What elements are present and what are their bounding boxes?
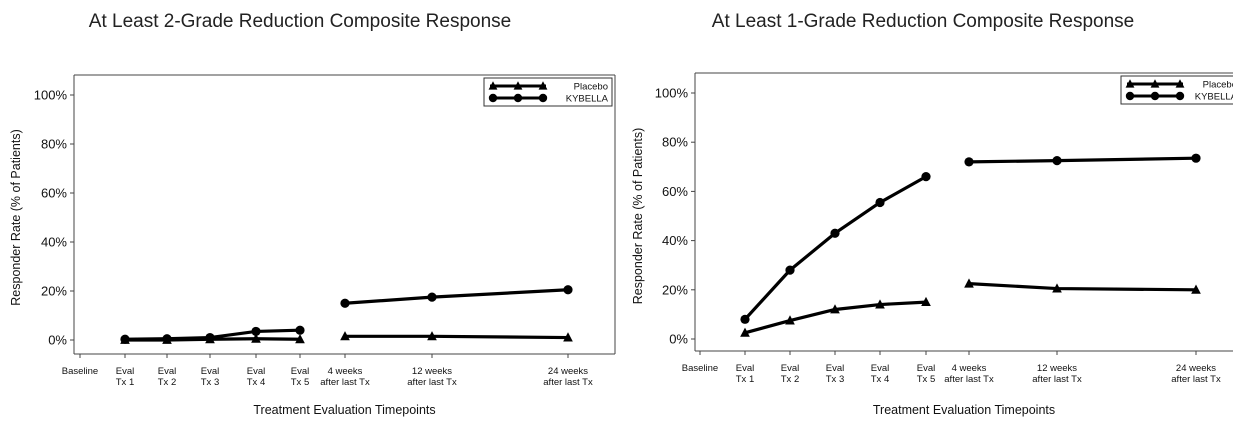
data-point-kybella xyxy=(740,314,750,324)
legend-marker xyxy=(1175,91,1185,101)
data-point-placebo xyxy=(251,333,261,343)
legend-marker xyxy=(488,93,498,103)
data-point-kybella xyxy=(340,298,350,308)
chart-panel-2-grade: At Least 2-Grade Reduction Composite Res… xyxy=(9,11,616,417)
x-tick-label: 12 weeks after last Tx xyxy=(407,366,457,388)
chart-title: At Least 1-Grade Reduction Composite Res… xyxy=(712,11,1134,32)
y-tick-label: 60% xyxy=(662,184,688,199)
data-point-kybella xyxy=(785,265,795,275)
x-tick-label: 12 weeks after last Tx xyxy=(1032,363,1082,385)
y-axis-title: Responder Rate (% of Patients) xyxy=(9,129,23,305)
x-tick-label: Eval Tx 4 xyxy=(247,366,265,388)
x-tick-label: Eval Tx 2 xyxy=(158,366,176,388)
x-tick-label: Eval Tx 5 xyxy=(291,366,309,388)
legend-box xyxy=(483,77,613,107)
x-tick-label: 4 weeks after last Tx xyxy=(320,366,370,388)
data-point-kybella xyxy=(120,334,130,344)
series-line-placebo xyxy=(345,334,569,340)
y-tick-label: 0% xyxy=(669,332,688,347)
series-line-kybella xyxy=(968,156,1197,164)
y-tick-label: 40% xyxy=(662,233,688,248)
y-tick-label: 40% xyxy=(41,235,67,250)
y-tick-label: 20% xyxy=(41,284,67,299)
data-point-placebo xyxy=(921,296,931,307)
data-point-placebo xyxy=(875,299,885,309)
data-point-kybella xyxy=(1052,156,1062,166)
data-point-kybella xyxy=(830,228,840,238)
data-point-kybella xyxy=(295,325,305,335)
x-axis-title: Treatment Evaluation Timepoints xyxy=(253,403,435,417)
data-point-placebo xyxy=(785,315,795,325)
legend-marker xyxy=(538,93,548,103)
legend-label: KYBELLA xyxy=(1195,92,1233,103)
x-tick-label: 24 weeks after last Tx xyxy=(1171,363,1221,385)
x-tick-label: Eval Tx 1 xyxy=(736,363,754,385)
x-axis-title: Treatment Evaluation Timepoints xyxy=(873,403,1055,417)
legend-marker xyxy=(538,81,548,90)
data-point-placebo xyxy=(295,334,305,344)
legend-marker xyxy=(513,93,523,103)
legend-marker xyxy=(1175,79,1185,88)
data-point-placebo xyxy=(427,331,437,341)
series-line-kybella xyxy=(344,288,569,305)
legend-label: Placebo xyxy=(1203,80,1233,91)
y-tick-label: 20% xyxy=(662,282,688,297)
legend-label: Placebo xyxy=(574,82,608,93)
legend-marker xyxy=(1150,79,1160,88)
data-point-placebo xyxy=(740,327,750,337)
data-point-kybella xyxy=(875,197,885,208)
y-tick-label: 100% xyxy=(655,86,689,101)
data-point-placebo xyxy=(830,304,840,314)
data-point-kybella xyxy=(205,332,215,343)
x-tick-label: Eval Tx 2 xyxy=(781,363,799,385)
legend-marker xyxy=(1125,79,1135,88)
data-point-kybella xyxy=(427,292,437,302)
y-tick-label: 80% xyxy=(662,135,688,150)
x-tick-label: Eval Tx 1 xyxy=(116,366,134,388)
y-tick-label: 60% xyxy=(41,186,67,201)
y-axis-title: Responder Rate (% of Patients) xyxy=(631,128,645,304)
data-point-placebo xyxy=(563,332,573,342)
data-point-kybella xyxy=(964,157,974,167)
x-tick-label: Eval Tx 4 xyxy=(871,363,889,385)
x-tick-label: Eval Tx 3 xyxy=(201,366,219,388)
legend-label: KYBELLA xyxy=(566,94,609,105)
y-tick-label: 0% xyxy=(48,333,67,348)
data-point-placebo xyxy=(964,278,974,288)
chart-title: At Least 2-Grade Reduction Composite Res… xyxy=(89,11,511,32)
series-kybella xyxy=(120,285,573,344)
x-tick-label: 24 weeks after last Tx xyxy=(543,366,593,388)
data-point-kybella xyxy=(921,172,931,182)
x-tick-label: Baseline xyxy=(62,366,98,377)
data-point-kybella xyxy=(563,285,573,295)
chart-panel-1-grade: At Least 1-Grade Reduction Composite Res… xyxy=(631,11,1233,417)
legend-box xyxy=(1120,75,1233,105)
y-tick-label: 80% xyxy=(41,137,67,152)
x-tick-label: Baseline xyxy=(682,363,718,374)
x-tick-label: Eval Tx 5 xyxy=(917,363,935,385)
series-kybella xyxy=(740,153,1201,324)
data-point-placebo xyxy=(340,331,350,341)
data-point-placebo xyxy=(1052,283,1062,293)
data-point-placebo xyxy=(1191,284,1201,294)
x-tick-label: 4 weeks after last Tx xyxy=(944,363,994,385)
data-point-kybella xyxy=(162,334,172,344)
legend-marker xyxy=(488,81,498,90)
legend-marker xyxy=(1125,91,1135,101)
series-line-kybella xyxy=(743,175,927,321)
x-tick-label: Eval Tx 3 xyxy=(826,363,844,385)
legend-marker xyxy=(1150,91,1160,101)
data-point-kybella xyxy=(1191,153,1201,163)
y-tick-label: 100% xyxy=(34,88,68,103)
data-point-kybella xyxy=(251,326,261,337)
legend-marker xyxy=(513,81,523,90)
series-line-placebo xyxy=(968,282,1197,292)
series-placebo xyxy=(740,278,1201,337)
